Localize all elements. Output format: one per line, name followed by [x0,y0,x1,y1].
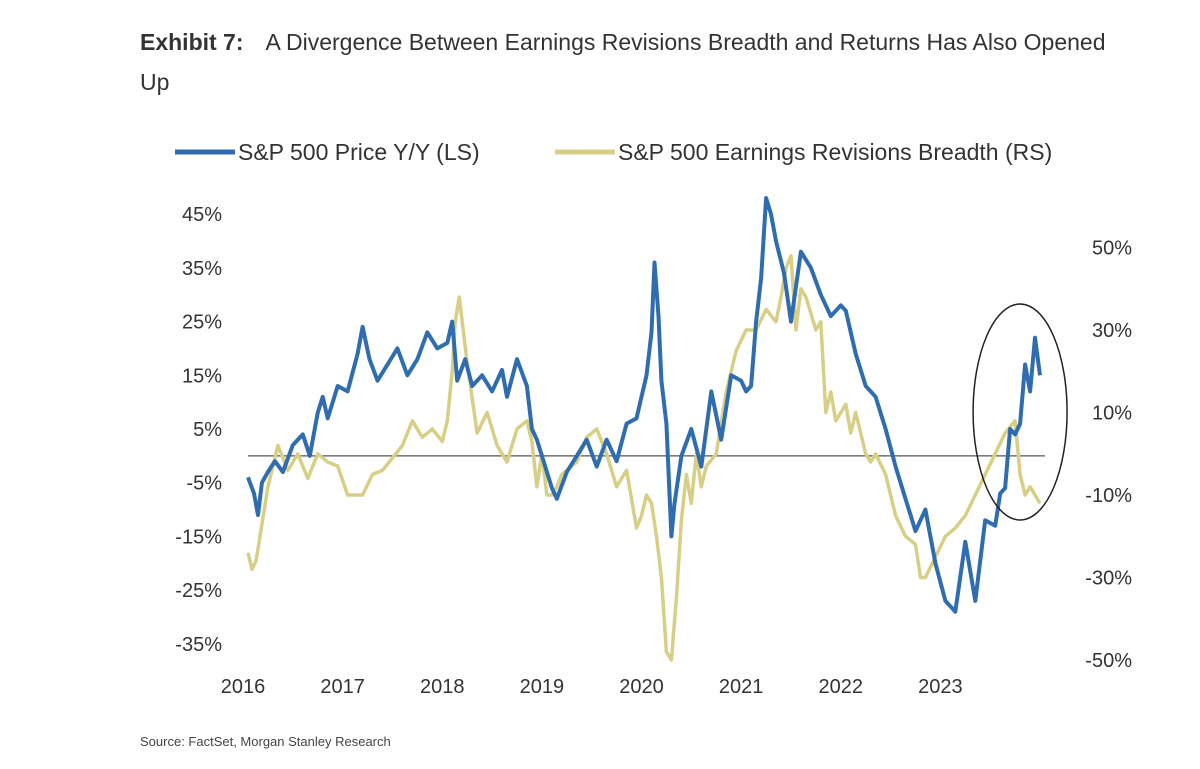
x-tick: 2023 [918,676,963,698]
x-tick: 2019 [520,676,565,698]
y-left-tick: -25% [175,580,222,602]
y-right-tick: 30% [1092,320,1132,342]
exhibit-label: Exhibit 7: [140,29,244,55]
y-left-tick: -5% [186,473,222,495]
x-tick: 2021 [719,676,764,698]
divergence-highlight-circle [972,303,1068,521]
legend: S&P 500 Price Y/Y (LS) S&P 500 Earnings … [175,139,1052,165]
x-tick: 2018 [420,676,465,698]
y-right-tick: -10% [1085,485,1132,507]
x-tick: 2020 [619,676,664,698]
y-left-tick: -35% [175,634,222,656]
y-right-tick: -30% [1085,568,1132,590]
exhibit-title-text: A Divergence Between Earnings Revisions … [140,29,1106,95]
series-line-price-yoy [246,196,1042,614]
series-line-revisions-breadth [246,254,1042,662]
y-left-tick: -15% [175,526,222,548]
y-left-tick: 45% [182,204,222,226]
y-right-tick: 10% [1092,403,1132,425]
y-left-tick: 25% [182,312,222,334]
legend-label-price: S&P 500 Price Y/Y (LS) [238,139,480,165]
x-tick: 2016 [221,676,266,698]
exhibit-title: Exhibit 7: A Divergence Between Earnings … [140,22,1140,102]
x-axis: 2016 2017 2018 2019 2020 2021 2022 2023 [221,676,963,698]
y-left-tick: 35% [182,258,222,280]
y-right-tick: 50% [1092,238,1132,260]
y-left-tick: 5% [193,419,222,441]
y-axis-right: 50% 30% 10% -10% -30% -50% [1085,238,1132,673]
x-tick: 2017 [320,676,365,698]
x-tick: 2022 [819,676,864,698]
y-right-tick: -50% [1085,650,1132,672]
source-note: Source: FactSet, Morgan Stanley Research [140,734,391,749]
y-left-tick: 15% [182,365,222,387]
y-axis-left: 45% 35% 25% 15% 5% -5% -15% -25% -35% [175,204,222,656]
legend-label-revisions: S&P 500 Earnings Revisions Breadth (RS) [618,139,1052,165]
